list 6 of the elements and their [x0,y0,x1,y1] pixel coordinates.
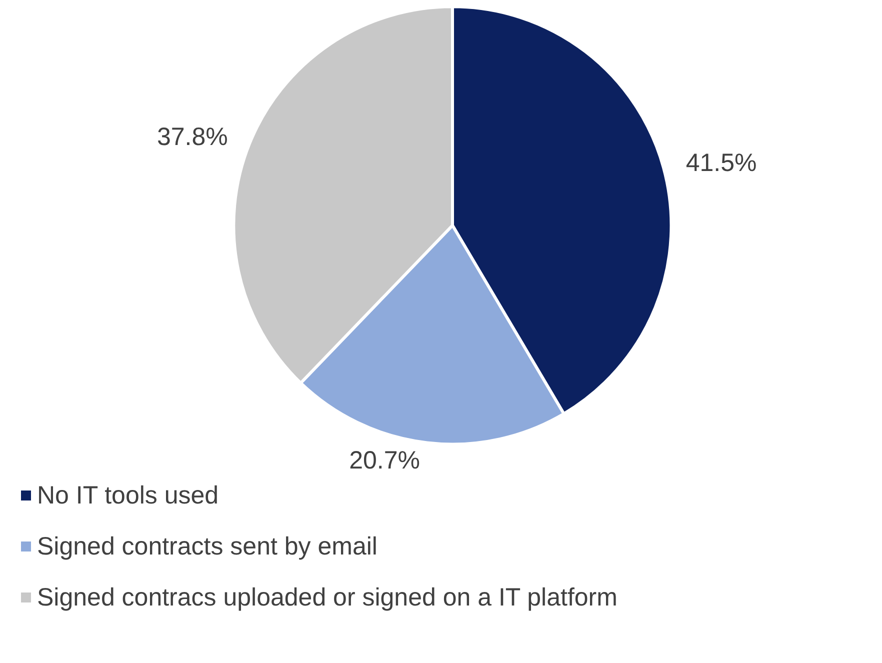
data-label: 37.8% [156,122,228,151]
legend-label: No IT tools used [37,482,219,510]
legend-label: Signed contracts sent by email [37,532,378,560]
data-label: 41.5% [686,148,757,177]
legend-label: Signed contracs uploaded or signed on a IT platform [37,584,618,612]
data-label: 20.7% [349,446,420,475]
